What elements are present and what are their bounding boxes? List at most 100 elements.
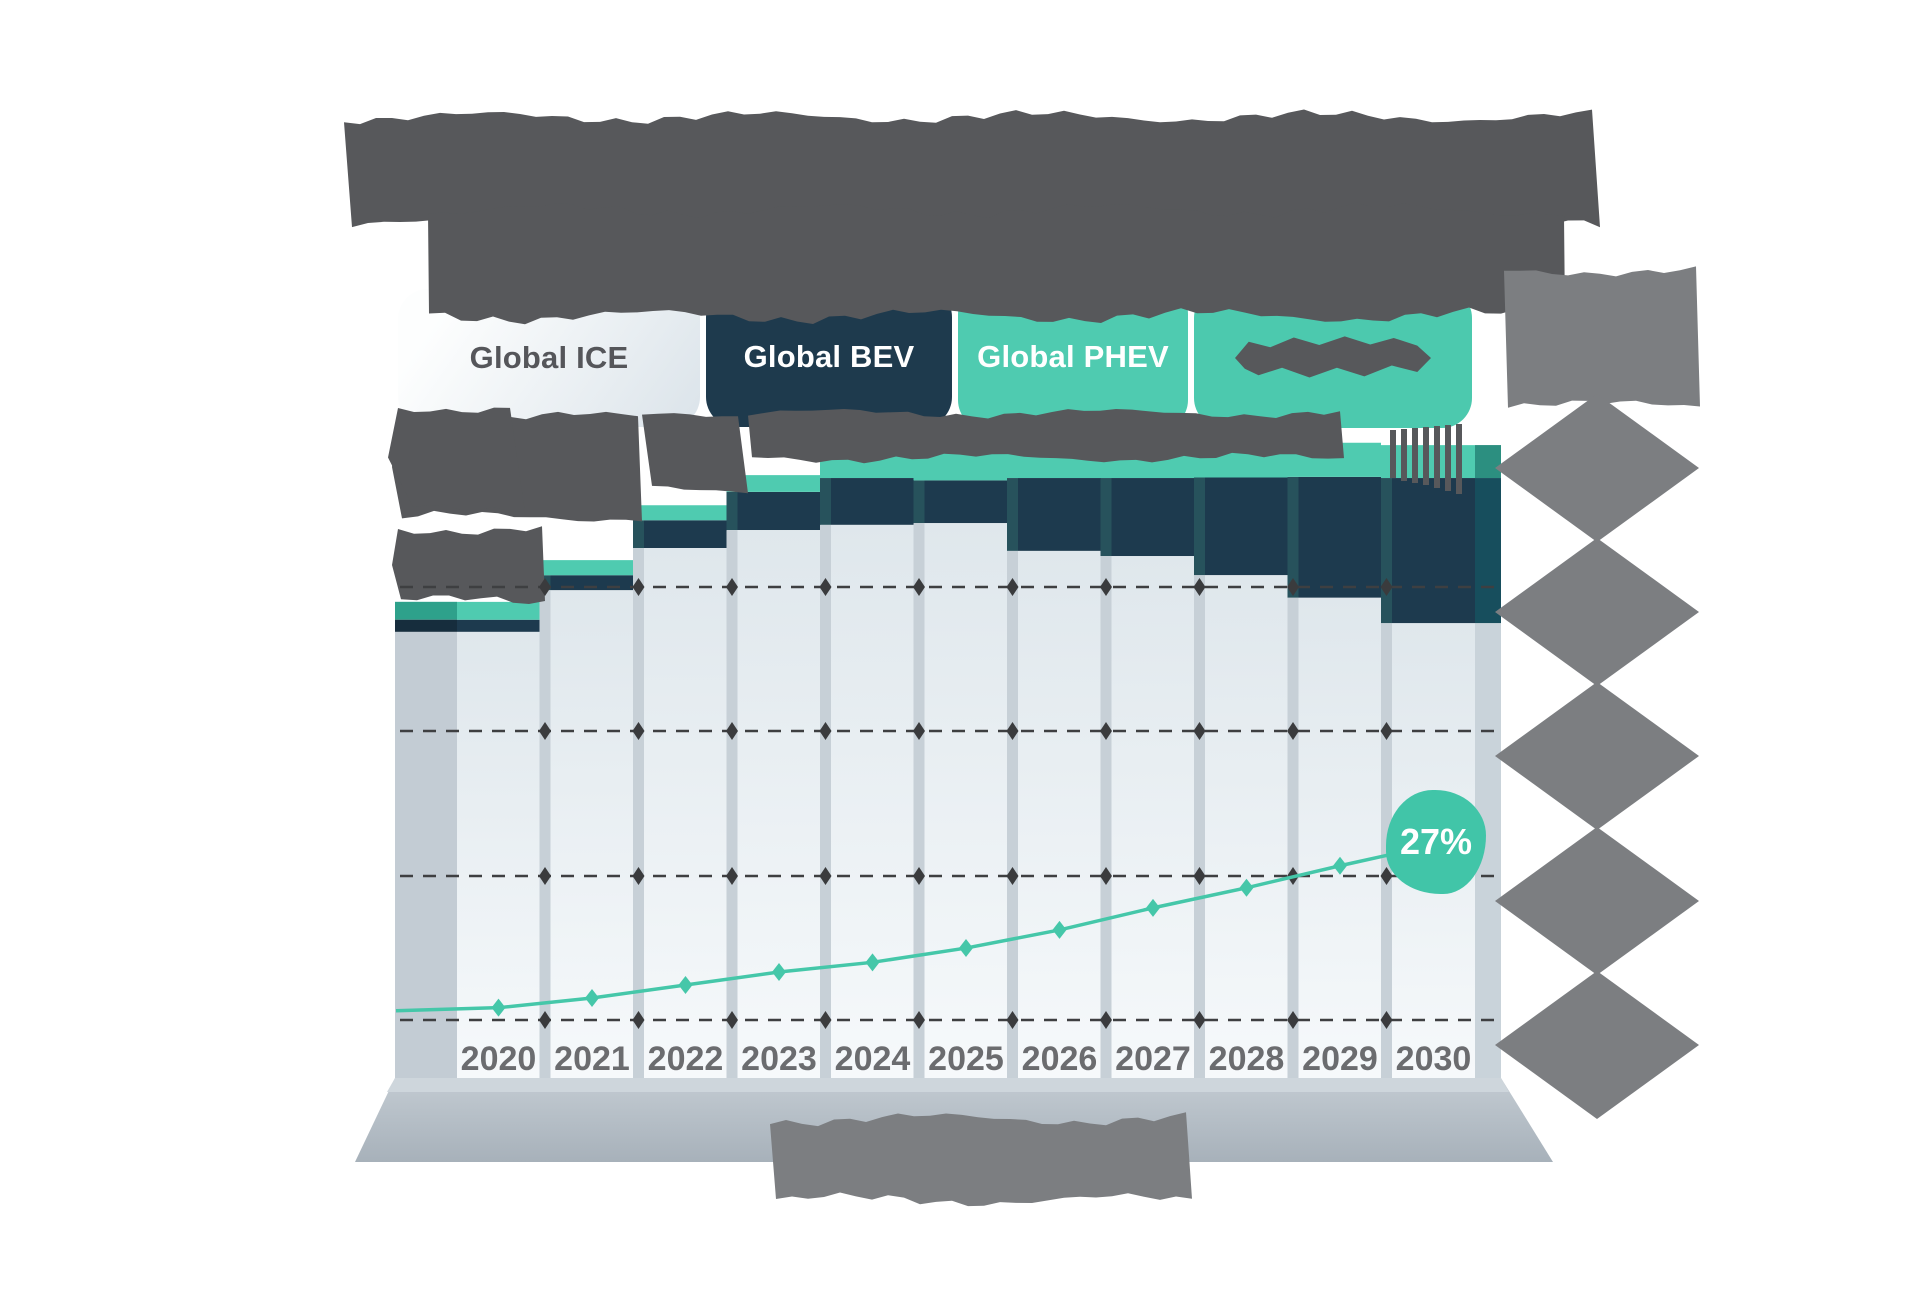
gridline-tick-diamond: [819, 867, 832, 885]
gridline-tick-diamond: [539, 578, 551, 596]
ev-share-point: [1146, 898, 1160, 917]
legend-label-global-ice: Global ICE: [469, 340, 629, 375]
year-label-2022: 2022: [648, 1040, 724, 1078]
gridline-tick-diamond: [1100, 578, 1112, 596]
bar-ice-2028: [1205, 575, 1288, 1078]
bar-bev-2029: [1298, 476, 1382, 598]
year-label-2027: 2027: [1115, 1040, 1191, 1078]
year-label-2026: 2026: [1022, 1040, 1098, 1078]
bar-ice-2023: [737, 530, 821, 1078]
left-wall-bev-face: [395, 619, 457, 632]
year-label-2030: 2030: [1396, 1040, 1472, 1078]
bar-ice-2029: [1298, 597, 1382, 1078]
year-label-2021: 2021: [554, 1040, 630, 1078]
value-label-blob-2023: [642, 413, 748, 494]
gridline-tick-diamond: [1287, 722, 1299, 740]
left-axis-tick-distorted-blob: [388, 407, 525, 513]
value-label-comb-blob: [1401, 429, 1407, 481]
x-axis-year-labels: 2020 2021 2022 2023 2024 2025 2026 2027 2028 2029…: [461, 1040, 1472, 1078]
gridline-tick-diamond: [539, 867, 551, 885]
bar-bevel-bev: [726, 491, 738, 531]
phev-teal-band: [457, 442, 1475, 620]
year-label-2029: 2029: [1302, 1040, 1378, 1078]
value-label-comb-blob: [1423, 427, 1429, 485]
gridline-tick-diamond: [1006, 1011, 1019, 1029]
gridline-tick-diamond: [1193, 722, 1206, 740]
bar-bevel-bev: [1381, 478, 1392, 624]
gridline-tick-diamond: [1006, 867, 1019, 885]
bar-bev-2024: [831, 478, 914, 525]
bar-bevel-ice: [913, 523, 925, 1078]
right-annotation-distorted-blob: [1504, 266, 1700, 408]
gridline-tick-diamond: [1380, 578, 1393, 596]
value-label-comb-blob: [1390, 430, 1396, 478]
bar-bev-2025: [924, 480, 1008, 524]
gridline-tick-diamond: [913, 578, 925, 596]
bar-ice-2027: [1111, 556, 1195, 1078]
bar-ice-2022: [644, 548, 727, 1078]
gridline-tick-diamond: [1380, 722, 1393, 740]
gridline-tick-diamond: [726, 1011, 738, 1029]
gridline-tick-diamond: [1100, 722, 1112, 740]
bar-bevel-ice: [726, 530, 738, 1078]
gridlines: [400, 578, 1502, 1029]
gridline-tick-diamond: [632, 867, 645, 885]
gridline-tick-diamond: [632, 1011, 645, 1029]
bar-bev-2020: [457, 619, 540, 632]
bar-bev-2023: [737, 491, 821, 531]
value-label-blob-row: [748, 409, 1344, 464]
legend-label-global-bev: Global BEV: [743, 339, 915, 374]
bar-bev-2022: [644, 520, 727, 549]
bar-ice-2026: [1018, 550, 1101, 1078]
bar-bevel-ice: [1194, 575, 1205, 1078]
gridline-tick-diamond: [819, 578, 832, 596]
gridline-tick-diamond: [1380, 867, 1393, 885]
gridline-tick-diamond: [819, 1011, 832, 1029]
right-axis-tick-distorted-blob: [1495, 538, 1699, 686]
year-label-2024: 2024: [835, 1040, 911, 1078]
right-wall-phev-face: [1475, 445, 1501, 479]
bar-bevel-ice: [539, 590, 551, 1078]
legend-label-global-phev: Global PHEV: [977, 339, 1169, 374]
value-label-comb-blob: [1434, 426, 1440, 488]
gridline-tick-diamond: [819, 722, 832, 740]
bar-bevel-bev: [633, 520, 644, 549]
ev-share-point: [585, 988, 599, 1007]
gridline-tick-diamond: [1100, 1011, 1112, 1029]
ev-share-line: [395, 843, 1434, 1013]
value-label-comb-blob: [1445, 425, 1451, 491]
gridline-tick-diamond: [632, 578, 645, 596]
gridline-tick-diamond: [726, 867, 738, 885]
value-label-comb-blob: [1456, 424, 1462, 494]
bar-bevel-bev: [1194, 477, 1205, 576]
base-platform-top-edge: [387, 1078, 1509, 1092]
left-wall-ice-face: [395, 631, 457, 1078]
ev-share-point: [491, 998, 506, 1017]
ev-share-point: [1239, 878, 1254, 897]
year-label-2020: 2020: [461, 1040, 537, 1078]
year-label-2028: 2028: [1209, 1040, 1285, 1078]
left-wall-phev-face: [395, 601, 457, 620]
title-line1-distorted-blob: [344, 109, 1600, 233]
gridline-tick-diamond: [539, 1011, 551, 1029]
ev-share-point: [772, 963, 786, 982]
right-axis-tick-distorted-blob: [1495, 971, 1699, 1119]
bar-bevel-ice: [820, 524, 831, 1078]
source-note-distorted-blob: [770, 1112, 1192, 1207]
bar-bev-2026: [1018, 478, 1101, 551]
right-axis-tick-distorted-blob: [1495, 827, 1699, 975]
ev-share-end-label: 27%: [1399, 821, 1473, 862]
right-wall-bev-face: [1475, 478, 1501, 624]
gridline-tick-diamond: [1193, 578, 1206, 596]
bar-bevel-bev: [1100, 478, 1112, 557]
gridline-tick-diamond: [632, 722, 645, 740]
value-label-comb-blob: [1412, 428, 1418, 483]
gridline-tick-diamond: [1006, 578, 1019, 596]
bar-bevel-ice: [1007, 550, 1018, 1078]
gridline-tick-diamond: [1006, 722, 1019, 740]
year-label-2023: 2023: [741, 1040, 817, 1078]
bar-bevel-bev: [1287, 476, 1299, 598]
gridline-tick-diamond: [539, 722, 551, 740]
